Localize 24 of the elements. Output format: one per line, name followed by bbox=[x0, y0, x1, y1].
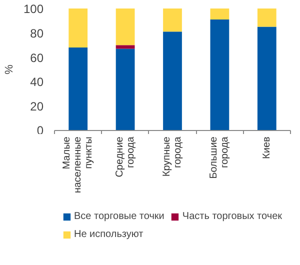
bar bbox=[68, 8, 88, 48]
bar bbox=[116, 45, 135, 49]
bar bbox=[210, 19, 230, 130]
legend-label: Не используют bbox=[74, 228, 144, 240]
bar bbox=[116, 8, 135, 46]
legend-label: Все торговые точки bbox=[74, 210, 164, 222]
x-tick-label: Большие города bbox=[208, 136, 231, 179]
y-tick-label: 80 bbox=[30, 26, 44, 40]
bar bbox=[163, 8, 182, 32]
bar bbox=[163, 32, 182, 130]
x-tick-label: Крупные города bbox=[162, 136, 184, 177]
y-tick-label: 60 bbox=[30, 50, 44, 65]
legend-label: Часть торговых точек bbox=[182, 210, 282, 222]
x-tick-label: Киев bbox=[261, 136, 272, 159]
y-tick-label: 100 bbox=[23, 2, 44, 16]
bar bbox=[210, 8, 230, 20]
bar bbox=[116, 48, 135, 130]
bar bbox=[257, 26, 276, 130]
y-tick-label: 40 bbox=[30, 75, 44, 90]
bar bbox=[68, 48, 88, 130]
bar bbox=[257, 8, 276, 27]
x-tick-label: Малые населенные пункты bbox=[62, 136, 95, 194]
y-axis-title: % bbox=[3, 64, 16, 74]
y-tick-label: 20 bbox=[30, 100, 44, 114]
